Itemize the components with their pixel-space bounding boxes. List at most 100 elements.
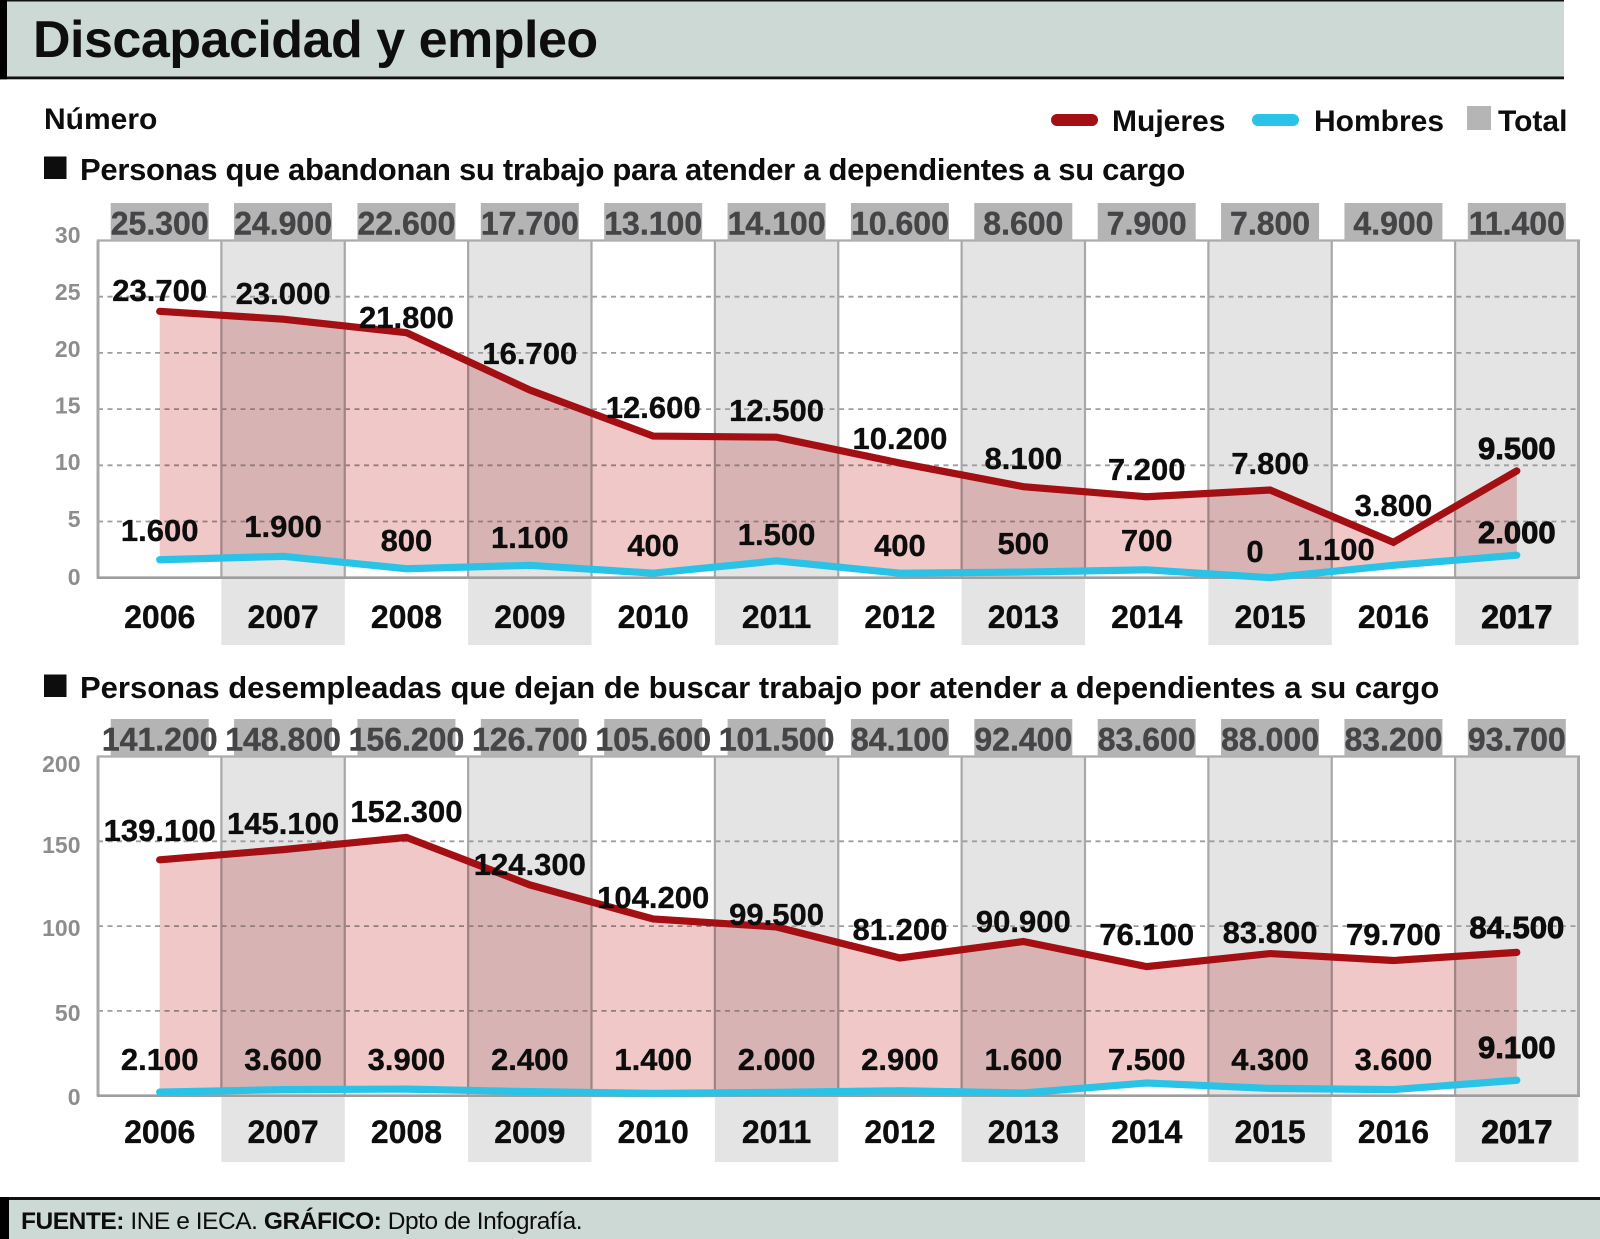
svg-text:2014: 2014: [1111, 1114, 1182, 1150]
svg-text:4.300: 4.300: [1231, 1042, 1309, 1077]
svg-text:79.700: 79.700: [1346, 917, 1441, 952]
svg-text:0: 0: [68, 1084, 81, 1110]
svg-text:148.800: 148.800: [225, 722, 341, 758]
svg-text:10.600: 10.600: [851, 206, 949, 242]
svg-text:2013: 2013: [988, 599, 1059, 635]
svg-text:83.800: 83.800: [1223, 915, 1318, 950]
svg-text:30: 30: [55, 222, 81, 248]
svg-text:76.100: 76.100: [1099, 917, 1194, 952]
svg-text:5: 5: [68, 506, 81, 532]
svg-text:24.900: 24.900: [234, 206, 332, 242]
svg-text:1.600: 1.600: [985, 1042, 1063, 1077]
svg-text:2.000: 2.000: [1478, 515, 1556, 550]
svg-text:2016: 2016: [1358, 1114, 1429, 1150]
svg-text:25: 25: [55, 279, 81, 305]
svg-text:156.200: 156.200: [349, 722, 465, 758]
svg-text:4.900: 4.900: [1353, 206, 1433, 242]
svg-text:2011: 2011: [742, 1114, 811, 1150]
svg-text:2009: 2009: [494, 1114, 565, 1150]
svg-text:8.600: 8.600: [983, 206, 1063, 242]
svg-text:101.500: 101.500: [719, 722, 835, 758]
svg-text:2006: 2006: [124, 1114, 195, 1150]
svg-text:400: 400: [874, 528, 926, 563]
svg-text:2010: 2010: [618, 599, 689, 635]
svg-text:FUENTE: INE e IECA. GRÁFICO: D: FUENTE: INE e IECA. GRÁFICO: Dpto de Inf…: [21, 1207, 582, 1235]
svg-text:88.000: 88.000: [1221, 722, 1319, 758]
svg-text:17.700: 17.700: [481, 206, 579, 242]
svg-text:7.200: 7.200: [1108, 452, 1186, 487]
svg-text:12.600: 12.600: [606, 390, 701, 425]
svg-text:141.200: 141.200: [102, 722, 218, 758]
svg-text:126.700: 126.700: [472, 722, 588, 758]
svg-text:84.500: 84.500: [1469, 910, 1564, 945]
svg-text:3.600: 3.600: [1355, 1042, 1433, 1077]
svg-text:10: 10: [55, 449, 81, 475]
svg-text:12.500: 12.500: [729, 393, 824, 428]
svg-text:150: 150: [42, 832, 80, 858]
svg-text:0: 0: [1246, 534, 1263, 569]
svg-text:7.900: 7.900: [1107, 206, 1187, 242]
svg-text:99.500: 99.500: [729, 897, 824, 932]
svg-text:105.600: 105.600: [595, 722, 711, 758]
svg-text:25.300: 25.300: [111, 206, 209, 242]
svg-text:7.800: 7.800: [1230, 206, 1310, 242]
svg-text:81.200: 81.200: [853, 912, 948, 947]
svg-text:2012: 2012: [864, 599, 935, 635]
svg-text:2017: 2017: [1481, 599, 1552, 635]
svg-text:3.800: 3.800: [1355, 488, 1433, 523]
svg-text:2017: 2017: [1481, 1114, 1552, 1150]
svg-text:400: 400: [627, 528, 679, 563]
svg-text:2014: 2014: [1111, 599, 1182, 635]
svg-text:20: 20: [55, 336, 81, 362]
svg-text:Total: Total: [1498, 105, 1567, 138]
svg-text:50: 50: [55, 1000, 81, 1026]
svg-text:1.100: 1.100: [1297, 532, 1375, 567]
svg-text:Mujeres: Mujeres: [1112, 105, 1225, 138]
svg-text:1.500: 1.500: [738, 517, 816, 552]
svg-text:2.900: 2.900: [861, 1042, 939, 1077]
svg-text:84.100: 84.100: [851, 722, 949, 758]
svg-text:13.100: 13.100: [604, 206, 702, 242]
svg-text:9.100: 9.100: [1478, 1030, 1556, 1065]
svg-text:2008: 2008: [371, 1114, 442, 1150]
svg-text:104.200: 104.200: [597, 880, 709, 915]
svg-text:152.300: 152.300: [350, 794, 462, 829]
svg-text:2009: 2009: [494, 599, 565, 635]
svg-text:2006: 2006: [124, 599, 195, 635]
svg-text:2015: 2015: [1234, 1114, 1305, 1150]
svg-text:Discapacidad y empleo: Discapacidad y empleo: [33, 11, 598, 69]
svg-text:15: 15: [55, 393, 81, 419]
svg-text:Hombres: Hombres: [1314, 105, 1444, 138]
svg-text:10.200: 10.200: [853, 421, 948, 456]
svg-text:2012: 2012: [864, 1114, 935, 1150]
svg-text:Número: Número: [44, 103, 157, 136]
svg-text:14.100: 14.100: [728, 206, 826, 242]
svg-text:83.600: 83.600: [1098, 722, 1196, 758]
svg-text:22.600: 22.600: [358, 206, 456, 242]
svg-text:2.400: 2.400: [491, 1042, 569, 1077]
svg-text:2011: 2011: [742, 599, 811, 635]
svg-text:3.900: 3.900: [368, 1042, 446, 1077]
svg-text:8.100: 8.100: [985, 441, 1063, 476]
svg-text:1.600: 1.600: [121, 513, 199, 548]
svg-text:700: 700: [1121, 523, 1173, 558]
svg-text:16.700: 16.700: [482, 336, 577, 371]
svg-text:2016: 2016: [1358, 599, 1429, 635]
svg-text:2.100: 2.100: [121, 1042, 199, 1077]
svg-text:200: 200: [42, 751, 80, 777]
svg-text:Personas desempleadas que deja: Personas desempleadas que dejan de busca…: [80, 670, 1439, 705]
svg-text:0: 0: [68, 564, 81, 590]
svg-text:7.800: 7.800: [1231, 446, 1309, 481]
svg-text:Personas que abandonan su trab: Personas que abandonan su trabajo para a…: [80, 152, 1185, 187]
svg-text:139.100: 139.100: [104, 813, 216, 848]
svg-text:2008: 2008: [371, 599, 442, 635]
svg-text:21.800: 21.800: [359, 300, 454, 335]
svg-text:2007: 2007: [247, 1114, 318, 1150]
svg-text:124.300: 124.300: [474, 847, 586, 882]
svg-text:500: 500: [997, 526, 1049, 561]
svg-text:23.000: 23.000: [236, 276, 331, 311]
svg-text:2010: 2010: [618, 1114, 689, 1150]
svg-text:23.700: 23.700: [112, 273, 207, 308]
svg-text:9.500: 9.500: [1478, 431, 1556, 466]
svg-text:2007: 2007: [247, 599, 318, 635]
